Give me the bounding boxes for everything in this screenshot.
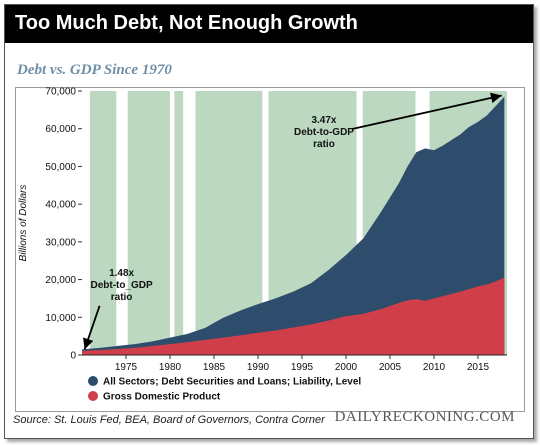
y-tick-label: 70,000 [45, 87, 76, 98]
annotation-text: 3.47x Debt-to-GDP ratio [294, 115, 354, 150]
gdp-area [82, 277, 505, 355]
legend-label: Gross Domestic Product [103, 392, 221, 403]
legend-label: All Sectors; Debt Securities and Loans; … [103, 377, 361, 388]
y-axis-label: Billions of Dollars [18, 185, 29, 262]
brand-logo: DAILYRECKONING.COM [334, 409, 515, 425]
background-band [89, 91, 117, 355]
annotation-arrow [83, 305, 101, 350]
x-tick-label: 2015 [467, 362, 490, 373]
y-tick-label: 30,000 [45, 237, 76, 248]
y-tick-label: 20,000 [45, 275, 76, 286]
y-tick-label: 10,000 [45, 313, 76, 324]
chart-title: Too Much Debt, Not Enough Growth [15, 12, 358, 34]
source-note: Source: St. Louis Fed, BEA, Board of Gov… [13, 414, 325, 426]
y-tick-label: 60,000 [45, 124, 76, 135]
x-tick-label: 2005 [379, 362, 402, 373]
x-tick-label: 1990 [247, 362, 270, 373]
y-tick-label: 50,000 [45, 162, 76, 173]
x-tick-label: 1975 [115, 362, 138, 373]
x-tick-label: 1980 [159, 362, 182, 373]
annotations: 1.48x Debt-to_GDP ratio 3.47x Debt-to-GDP rat… [83, 92, 502, 350]
y-tick-label: 40,000 [45, 200, 76, 211]
x-tick-label: 1995 [291, 362, 314, 373]
axes: 0 10,000 20,000 30,000 40,000 50,000 60,000 70,… [18, 87, 507, 373]
chart-subtitle: Debt vs. GDP Since 1970 [17, 62, 172, 78]
legend-swatch-debt [88, 376, 98, 386]
x-tick-label: 2010 [423, 362, 446, 373]
x-tick-label: 1985 [203, 362, 226, 373]
background-band [127, 91, 170, 355]
background-band [174, 91, 184, 355]
debt-area [82, 96, 505, 356]
series-areas [82, 96, 505, 356]
title-bar: Too Much Debt, Not Enough Growth [5, 5, 533, 43]
y-tick-label: 0 [70, 351, 76, 362]
annotation-arrow [351, 92, 502, 130]
legend: All Sectors; Debt Securities and Loans; … [88, 376, 361, 403]
legend-swatch-gdp [88, 391, 98, 401]
annotation-text: 1.48x Debt-to_GDP ratio [90, 268, 153, 303]
chart-panel [15, 87, 525, 412]
x-tick-label: 2000 [335, 362, 358, 373]
